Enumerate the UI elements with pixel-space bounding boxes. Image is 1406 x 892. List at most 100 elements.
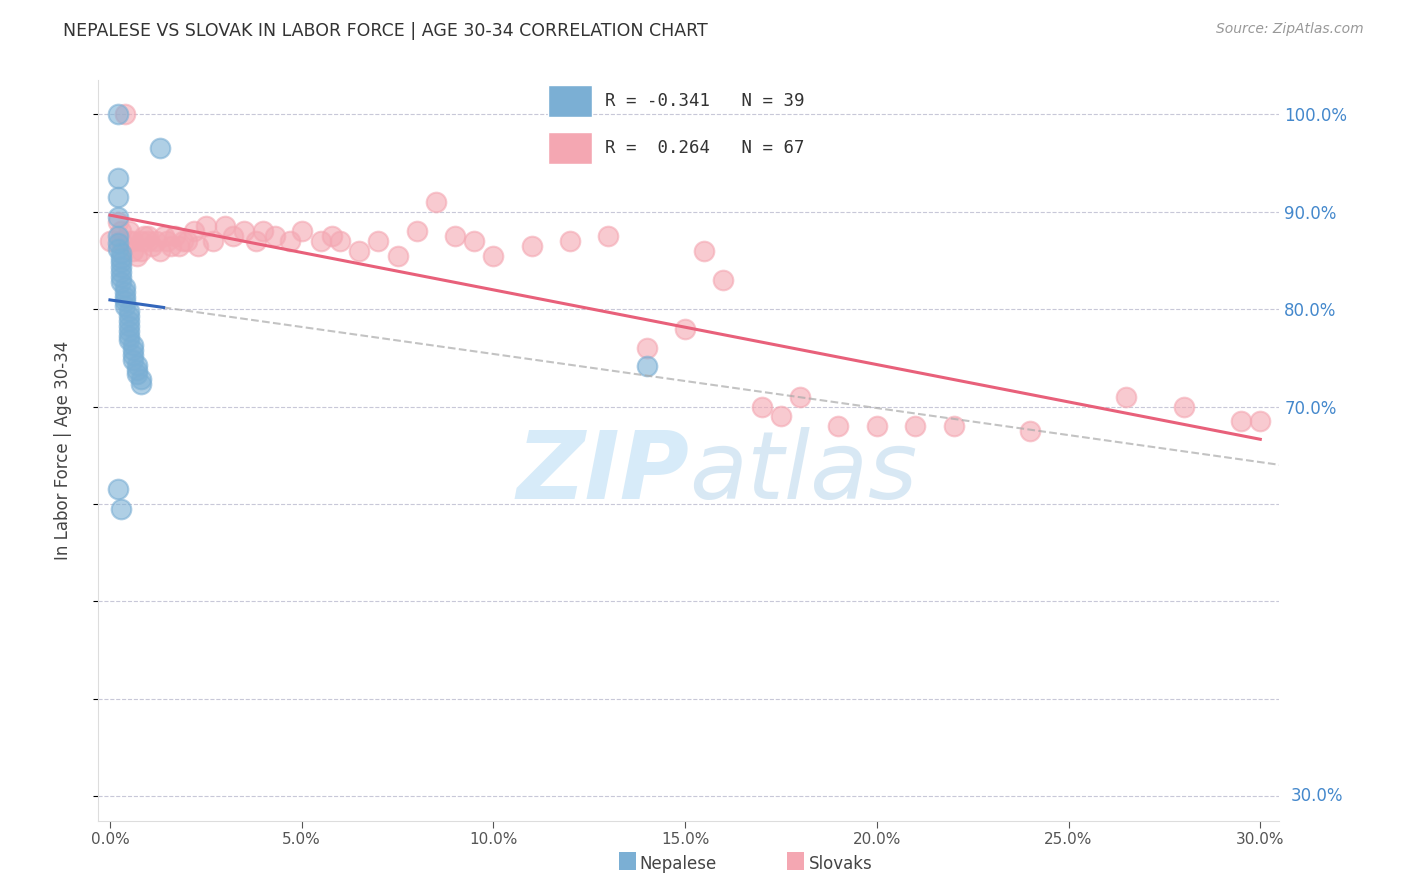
Point xyxy=(136,229,159,244)
Point xyxy=(107,210,129,224)
Point xyxy=(145,234,167,248)
Point xyxy=(291,224,314,238)
Point xyxy=(329,234,352,248)
Point xyxy=(278,234,301,248)
Point xyxy=(118,334,141,348)
Point xyxy=(110,260,132,275)
Point xyxy=(598,229,620,244)
Point xyxy=(122,338,145,352)
Point xyxy=(636,359,658,373)
Point xyxy=(110,234,132,248)
Point xyxy=(172,234,194,248)
Point xyxy=(122,352,145,367)
Point xyxy=(152,229,174,244)
Point xyxy=(1230,414,1253,428)
Point xyxy=(129,377,152,392)
Point xyxy=(110,270,132,285)
Point xyxy=(107,483,129,497)
Point xyxy=(425,195,447,210)
Point xyxy=(165,229,187,244)
Point xyxy=(1115,390,1137,404)
Text: ZIP: ZIP xyxy=(516,426,689,518)
Point xyxy=(156,234,179,248)
FancyBboxPatch shape xyxy=(548,132,592,164)
Point xyxy=(904,419,927,434)
Point xyxy=(263,229,285,244)
Point xyxy=(347,244,370,258)
Point xyxy=(114,280,136,294)
Point xyxy=(482,249,505,263)
Point xyxy=(789,390,811,404)
Point xyxy=(125,362,148,376)
Point xyxy=(245,234,267,248)
Point xyxy=(114,285,136,299)
Point xyxy=(118,324,141,338)
Point xyxy=(751,400,773,414)
Point xyxy=(221,229,243,244)
Point xyxy=(107,229,129,244)
Point xyxy=(444,229,467,244)
Point xyxy=(114,299,136,313)
Point xyxy=(110,265,132,279)
Point xyxy=(636,341,658,355)
Point xyxy=(122,343,145,358)
Text: R =  0.264   N = 67: R = 0.264 N = 67 xyxy=(605,139,804,157)
Point xyxy=(118,309,141,323)
Point xyxy=(107,107,129,121)
Point xyxy=(110,224,132,238)
Point xyxy=(233,224,256,238)
Text: Source: ZipAtlas.com: Source: ZipAtlas.com xyxy=(1216,22,1364,37)
FancyBboxPatch shape xyxy=(548,86,592,118)
Point xyxy=(118,318,141,333)
Point xyxy=(673,321,696,335)
Point xyxy=(149,141,172,155)
Point xyxy=(118,314,141,328)
Point xyxy=(463,234,485,248)
Point xyxy=(122,234,145,248)
Point xyxy=(110,502,132,516)
Text: Nepalese: Nepalese xyxy=(640,855,717,873)
Point xyxy=(558,234,581,248)
Point xyxy=(114,107,136,121)
Text: atlas: atlas xyxy=(689,427,917,518)
Point xyxy=(321,229,343,244)
Point xyxy=(118,328,141,343)
Point xyxy=(141,239,163,253)
Text: NEPALESE VS SLOVAK IN LABOR FORCE | AGE 30-34 CORRELATION CHART: NEPALESE VS SLOVAK IN LABOR FORCE | AGE … xyxy=(63,22,709,40)
Point xyxy=(118,234,141,248)
Point xyxy=(202,234,225,248)
Point xyxy=(1019,424,1042,438)
Point xyxy=(118,224,141,238)
Point xyxy=(194,219,217,234)
Point xyxy=(167,239,190,253)
Point xyxy=(309,234,332,248)
Point xyxy=(769,409,792,424)
Point xyxy=(387,249,409,263)
Point xyxy=(214,219,236,234)
Point xyxy=(110,255,132,269)
Point xyxy=(134,229,156,244)
Point xyxy=(693,244,716,258)
Point xyxy=(107,190,129,204)
Point xyxy=(122,348,145,362)
Point xyxy=(942,419,965,434)
Point xyxy=(107,214,129,228)
Point xyxy=(98,234,121,248)
Point xyxy=(866,419,889,434)
Point xyxy=(129,234,152,248)
Text: R = -0.341   N = 39: R = -0.341 N = 39 xyxy=(605,93,804,111)
Point xyxy=(110,275,132,289)
Y-axis label: In Labor Force | Age 30-34: In Labor Force | Age 30-34 xyxy=(53,341,72,560)
Point xyxy=(125,368,148,382)
Point xyxy=(367,234,389,248)
Point xyxy=(118,304,141,318)
Text: 30.0%: 30.0% xyxy=(1291,788,1343,805)
Point xyxy=(122,244,145,258)
Point xyxy=(107,235,129,250)
Point xyxy=(713,273,735,287)
Point xyxy=(149,244,172,258)
Point xyxy=(252,224,274,238)
Point xyxy=(125,249,148,263)
Point xyxy=(1249,414,1271,428)
Point xyxy=(110,245,132,260)
